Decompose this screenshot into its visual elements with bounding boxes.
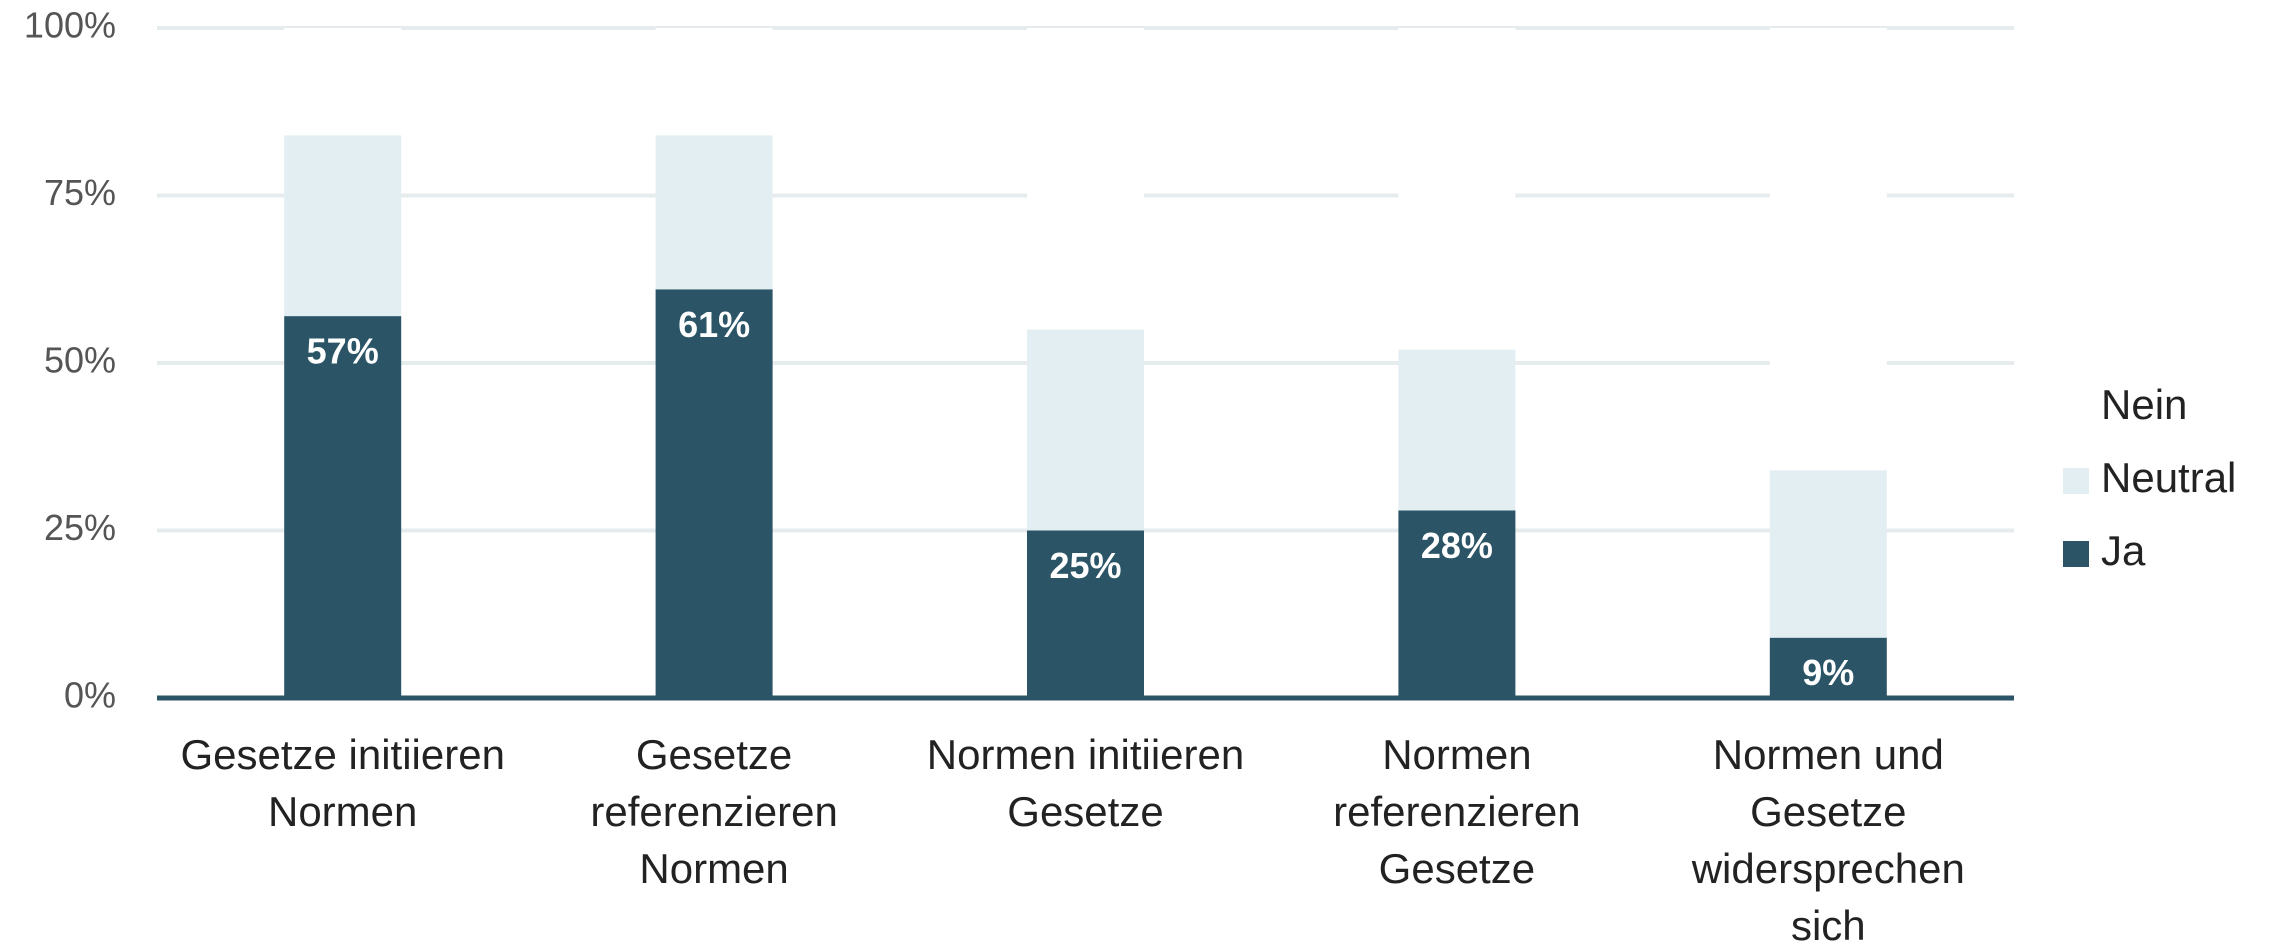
bar-segment [1769, 28, 1887, 471]
bar-segment [1398, 510, 1516, 698]
data-label: 28% [1421, 525, 1493, 566]
data-label: 61% [678, 304, 750, 345]
bar-segment [1027, 28, 1144, 330]
bar-segment [1769, 637, 1887, 698]
legend-label: Nein [2101, 381, 2187, 428]
bar-segment [1398, 28, 1516, 350]
x-tick-label: Gesetze initiieren Normen [180, 731, 505, 835]
bar-segment [1027, 530, 1144, 698]
bar-segment [284, 316, 402, 698]
bar-segment [284, 135, 402, 317]
bar-segment [655, 289, 773, 698]
data-label: 57% [307, 331, 379, 372]
data-label: 9% [1802, 652, 1854, 693]
bar-segment [1027, 329, 1144, 531]
legend-swatch [2063, 468, 2089, 494]
legend-swatch [2063, 541, 2089, 567]
x-tick-label: Normen referenzieren Gesetze [1333, 731, 1581, 892]
y-tick-label: 100% [24, 5, 116, 46]
legend-swatch [2063, 395, 2089, 421]
y-tick-label: 50% [44, 340, 116, 381]
y-tick-label: 25% [44, 507, 116, 548]
y-tick-label: 0% [64, 675, 116, 716]
bar-segment [655, 135, 773, 290]
legend-label: Ja [2101, 527, 2146, 574]
x-tick-label: Normen und Gesetze widersprechen sich [1691, 731, 1965, 949]
x-tick-label: Gesetze referenzieren Normen [590, 731, 838, 892]
data-label: 25% [1049, 545, 1121, 586]
y-tick-label: 75% [44, 172, 116, 213]
bar-segment [655, 28, 773, 136]
bar-segment [1398, 349, 1516, 511]
legend-label: Neutral [2101, 454, 2236, 501]
bar-segment [284, 28, 402, 136]
bar-segment [1769, 470, 1887, 638]
x-tick-label: Normen initiieren Gesetze [926, 731, 1245, 835]
